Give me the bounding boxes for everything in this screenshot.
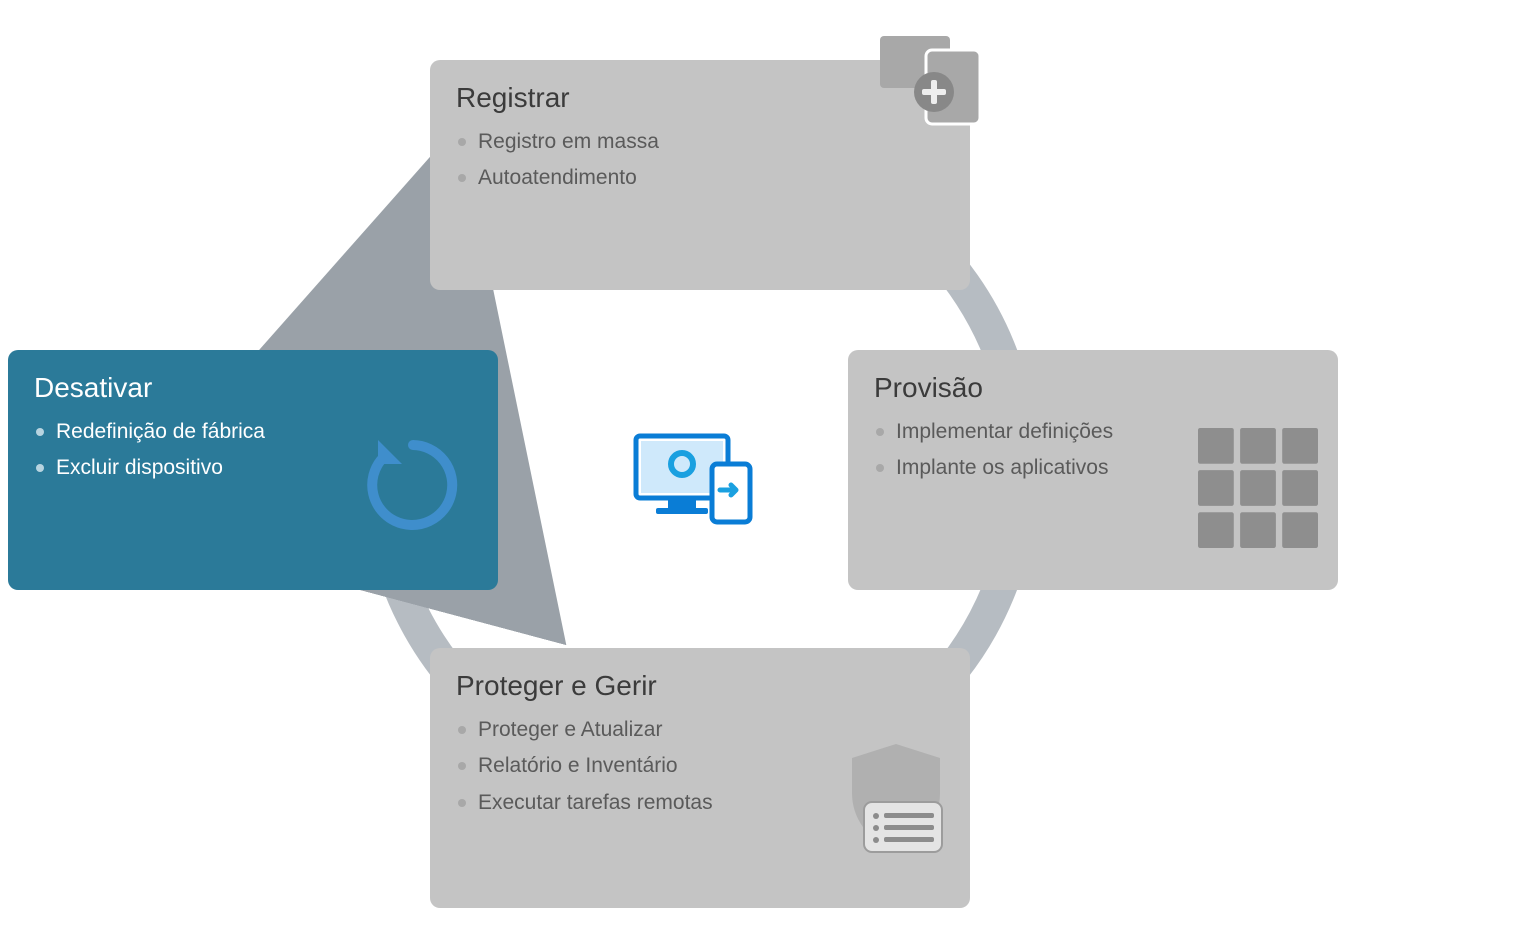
center-device-icon bbox=[630, 430, 760, 535]
card-registrar: Registrar Registro em massa Autoatendime… bbox=[430, 60, 970, 290]
card-right-bullet-1: Implante os aplicativos bbox=[896, 454, 1108, 482]
card-left-bullet-0: Redefinição de fábrica bbox=[56, 418, 265, 446]
card-desativar: Desativar Redefinição de fábrica Excluir… bbox=[8, 350, 498, 590]
card-bottom-icon bbox=[836, 738, 956, 863]
card-top-bullet-0: Registro em massa bbox=[478, 128, 659, 156]
card-top-bullet-1: Autoatendimento bbox=[478, 164, 637, 192]
card-bottom-bullet-0: Proteger e Atualizar bbox=[478, 716, 662, 744]
diagram-stage: Registrar Registro em massa Autoatendime… bbox=[0, 0, 1533, 939]
card-top-title: Registrar bbox=[456, 82, 944, 114]
card-left-bullet-1: Excluir dispositivo bbox=[56, 454, 223, 482]
card-left-icon bbox=[358, 430, 468, 545]
card-right-bullet-0: Implementar definições bbox=[896, 418, 1113, 446]
card-left-title: Desativar bbox=[34, 372, 472, 404]
card-bottom-bullet-1: Relatório e Inventário bbox=[478, 752, 678, 780]
card-provisao: Provisão Implementar definições Implante… bbox=[848, 350, 1338, 590]
card-right-icon bbox=[1198, 428, 1318, 553]
card-right-title: Provisão bbox=[874, 372, 1312, 404]
card-proteger-gerir: Proteger e Gerir Proteger e Atualizar Re… bbox=[430, 648, 970, 908]
card-bottom-bullet-2: Executar tarefas remotas bbox=[478, 789, 713, 817]
card-top-icon bbox=[874, 30, 994, 135]
card-bottom-title: Proteger e Gerir bbox=[456, 670, 944, 702]
